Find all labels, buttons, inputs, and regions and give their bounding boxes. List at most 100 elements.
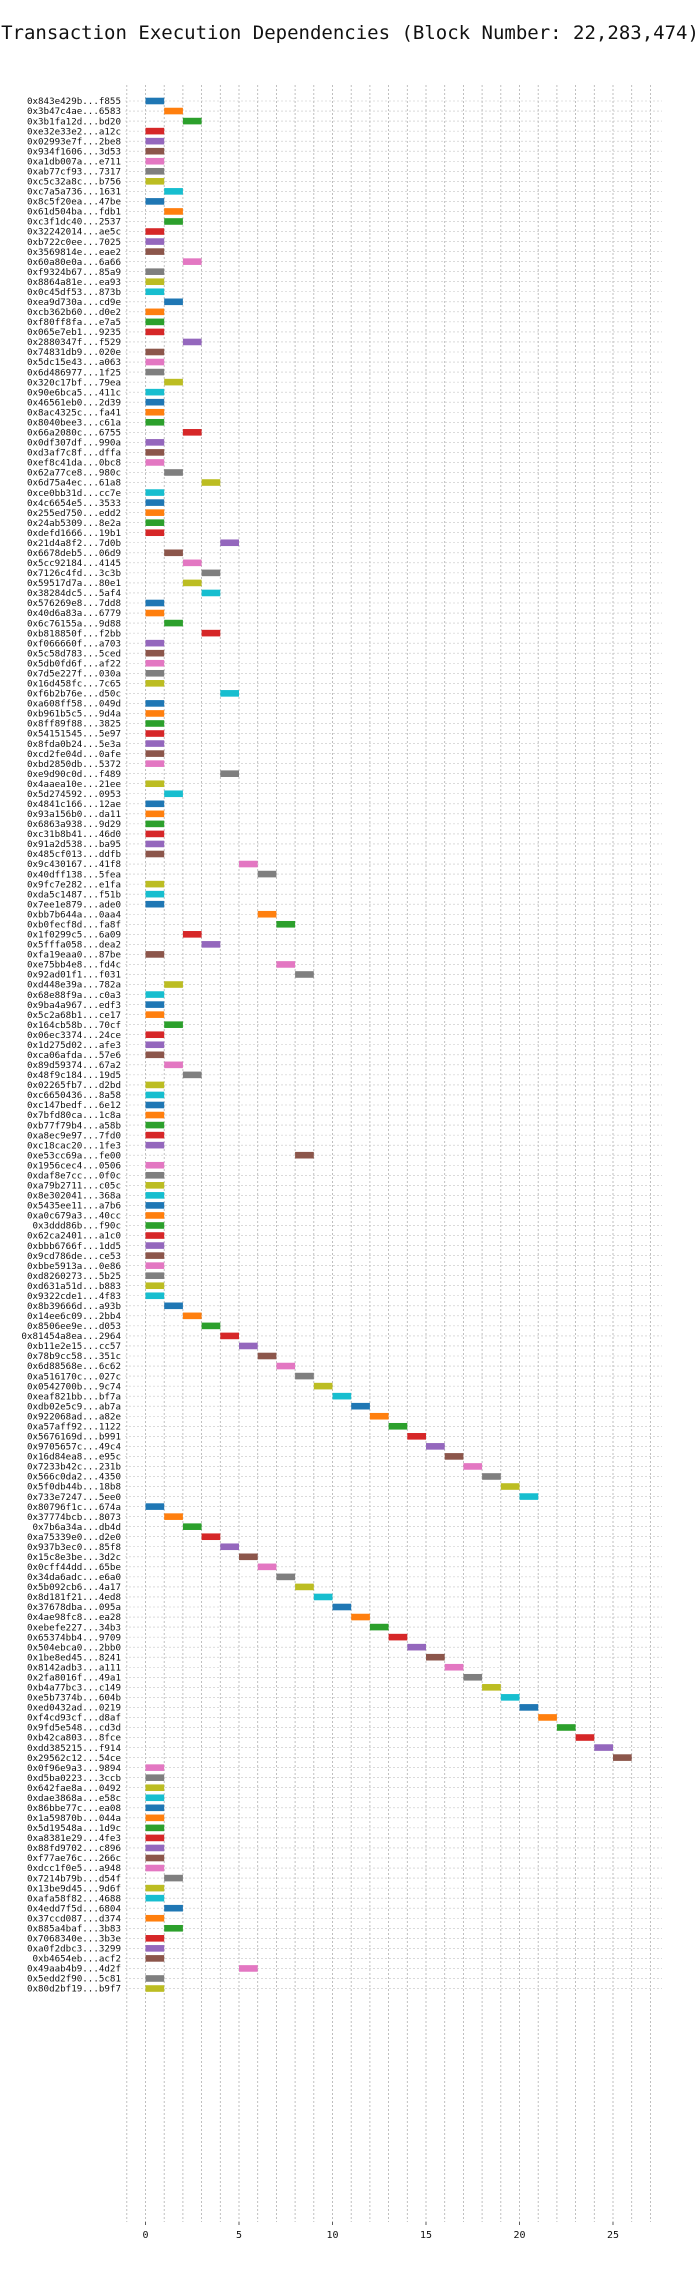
transaction-bar [164, 549, 183, 557]
transaction-bar [145, 1834, 165, 1842]
y-tick-label: 0x934f1606...3d53 [27, 146, 121, 157]
transaction-bar [145, 800, 165, 808]
y-tick-label: 0x3569814e...eae2 [27, 247, 121, 258]
transaction-bar [145, 529, 165, 537]
y-tick-label: 0x88fd9702...c896 [27, 1843, 121, 1854]
y-tick-label: 0x504ebca0...2bb0 [27, 1642, 121, 1653]
transaction-bar [182, 559, 202, 567]
y-tick-label: 0xd631a51d...b883 [27, 1281, 121, 1292]
y-tick-label: 0x6863a938...9d29 [27, 819, 121, 830]
y-tick-label: 0xe75bb4e8...fd4c [27, 960, 121, 971]
y-tick-label: 0x21d4a8f2...7d0b [27, 538, 121, 549]
transaction-bar [164, 1302, 183, 1310]
transaction-bar [164, 378, 183, 386]
y-tick-label: 0xdb02e5c9...ab7a [27, 1401, 121, 1412]
y-tick-label: 0xd5ba0223...3ccb [27, 1773, 121, 1784]
y-tick-label: 0x320c17bf...79ea [27, 377, 121, 388]
transaction-bar [332, 1392, 352, 1400]
y-tick-label: 0x61d504ba...fdb1 [27, 207, 121, 218]
transaction-bar [145, 198, 165, 205]
y-tick-label: 0x9322cde1...4f83 [27, 1291, 121, 1302]
y-tick-label: 0xa75339e0...d2e0 [27, 1532, 121, 1543]
y-tick-label: 0x255ed750...edd2 [27, 508, 121, 519]
transaction-bar [145, 459, 165, 466]
y-tick-label: 0x86bbe77c...ea08 [27, 1803, 121, 1814]
y-tick-label: 0x7233b42c...231b [27, 1462, 121, 1473]
transaction-bar [164, 1513, 183, 1520]
transaction-bar [145, 1814, 165, 1822]
y-tick-label: 0xdd385215...f914 [27, 1743, 122, 1754]
x-tick-label: 5 [236, 2230, 242, 2241]
y-tick-label: 0xeaf821bb...bf7a [27, 1391, 121, 1402]
transaction-bar [145, 398, 165, 406]
transaction-bar [145, 599, 165, 607]
y-tick-label: 0x91a2d538...ba95 [27, 839, 121, 850]
y-tick-label: 0xb818850f...f2bb [27, 628, 121, 639]
transaction-bar [164, 1021, 183, 1028]
transaction-bar [164, 981, 183, 988]
y-tick-label: 0x37ccd087...d374 [27, 1913, 122, 1924]
y-tick-label: 0x06ec3374...24ce [27, 1030, 121, 1041]
y-tick-label: 0x8e302041...368a [27, 1191, 121, 1202]
transaction-bar [145, 1262, 165, 1269]
transaction-bar [145, 1101, 165, 1109]
x-tick-label: 10 [326, 2230, 338, 2241]
y-tick-label: 0x8142adb3...a111 [27, 1662, 121, 1673]
transaction-bar [164, 790, 183, 798]
transaction-bar [145, 1272, 165, 1279]
y-tick-label: 0xc6650436...8a58 [27, 1090, 121, 1101]
y-tick-label: 0x9cd786de...ce53 [27, 1251, 121, 1262]
transaction-bar [145, 1222, 165, 1229]
y-tick-label: 0xb961b5c5...9d4a [27, 709, 121, 720]
transaction-bar [538, 1714, 557, 1721]
transaction-bar [145, 238, 165, 245]
y-tick-label: 0x1a59870b...044a [27, 1813, 121, 1824]
y-tick-label: 0x2fa8016f...49a1 [27, 1672, 121, 1683]
transaction-bar [145, 1955, 165, 1962]
y-tick-label: 0x7126c4fd...3c3b [27, 568, 121, 579]
transaction-bar [295, 1372, 314, 1380]
y-tick-label: 0x02993e7f...2be8 [27, 136, 121, 147]
transaction-bar [239, 860, 258, 868]
y-tick-label: 0x9fc7e282...e1fa [27, 879, 121, 890]
y-tick-label: 0x8b39666d...a93b [27, 1301, 121, 1312]
transaction-bar [182, 429, 202, 436]
y-tick-label: 0x66a2080c...6755 [27, 428, 121, 439]
transaction-bar [145, 1945, 165, 1952]
chart-title: Transaction Execution Dependencies (Bloc… [1, 22, 699, 44]
y-tick-label: 0x5b092cb6...4a17 [27, 1582, 121, 1593]
x-tick-labels: 0 5 10 15 20 25 [142, 2222, 619, 2241]
y-tick-label: 0x1f0299c5...6a09 [27, 930, 121, 941]
y-tick-label: 0x0cff44dd...65be [27, 1562, 121, 1573]
y-tick-label: 0x8506ee9e...d053 [27, 1321, 121, 1332]
transaction-bar [145, 680, 165, 687]
y-tick-label: 0xf4cd93cf...d8af [27, 1713, 121, 1724]
y-tick-label: 0x8040bee3...c61a [27, 417, 121, 428]
y-tick-label: 0x3b47c4ae...6583 [27, 106, 121, 117]
transaction-bar [182, 1312, 202, 1320]
transaction-bar [182, 579, 202, 587]
y-tick-label: 0x8ff89f88...3825 [27, 719, 121, 730]
y-tick-label: 0xa8ec9e97...7fd0 [27, 1130, 121, 1141]
y-tick-label: 0x065e7eb1...9235 [27, 327, 121, 338]
transaction-bar [145, 348, 165, 356]
y-tick-label: 0x32242014...ae5c [27, 227, 121, 238]
y-tick-label: 0xbb7b644a...0aa4 [27, 909, 122, 920]
y-tick-label: 0xa1db007a...e711 [27, 156, 121, 167]
transaction-bar [182, 931, 202, 938]
transaction-bar [594, 1744, 613, 1751]
y-tick-label: 0x80796f1c...674a [27, 1502, 121, 1513]
transaction-bar [276, 1573, 296, 1581]
transaction-bar [145, 609, 165, 617]
transaction-bar [145, 1121, 165, 1129]
y-tick-label: 0x5edd2f90...5c81 [27, 1974, 121, 1985]
transaction-bar [145, 167, 165, 175]
y-tick-label: 0x3ddd86b...f90c [32, 1221, 121, 1232]
y-tick-label: 0x62ca2401...a1c0 [27, 1231, 121, 1242]
transaction-bar [145, 1192, 165, 1199]
y-tick-label: 0x0df307df...990a [27, 438, 121, 449]
transaction-bar [145, 1031, 165, 1039]
y-tick-label: 0xca06afda...57e6 [27, 1050, 121, 1061]
transaction-bar [145, 368, 165, 376]
y-tick-label: 0x65374bb4...9709 [27, 1632, 121, 1643]
